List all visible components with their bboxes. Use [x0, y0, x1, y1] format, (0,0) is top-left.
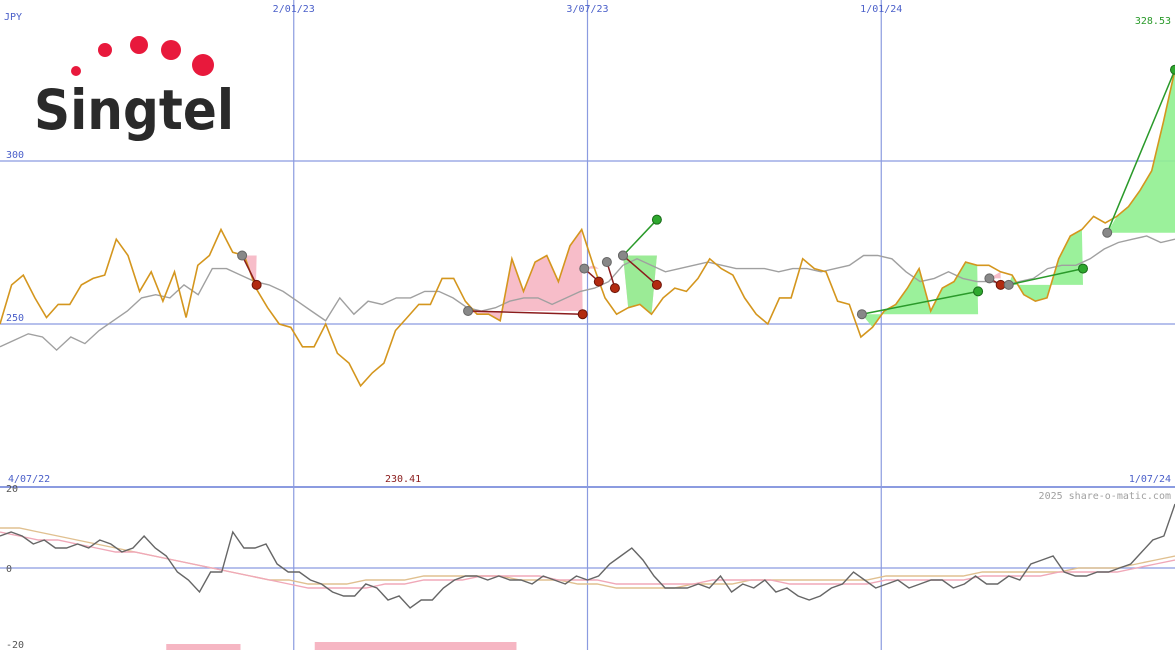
- osc-osc-line: [0, 503, 1175, 609]
- loss-trade-line: [468, 310, 583, 315]
- entry-marker: [601, 257, 612, 268]
- x-tick-label: 2/01/23: [273, 4, 315, 15]
- start-date-label: 4/07/22: [8, 474, 50, 485]
- singtel-logo: Singtel: [34, 36, 234, 142]
- min-price-label: 230.41: [385, 474, 421, 485]
- logo-wordmark: Singtel: [34, 78, 234, 142]
- entry-marker: [1102, 227, 1113, 238]
- logo-dot-4: [161, 40, 181, 60]
- gain-area: [1107, 69, 1175, 233]
- price-line: [0, 69, 1175, 388]
- oscillator-panel: [0, 503, 1175, 650]
- logo-dot-5: [192, 54, 214, 76]
- osc-bar: [166, 644, 241, 650]
- currency-label: JPY: [4, 12, 22, 23]
- logo-dot-2: [98, 43, 112, 57]
- loss-area: [242, 255, 257, 289]
- trade-markers: [237, 64, 1175, 320]
- gain-exit-marker: [1078, 263, 1089, 274]
- gain-area: [1008, 229, 1084, 302]
- entry-marker: [1003, 279, 1014, 290]
- entry-marker: [618, 250, 629, 261]
- osc-tick-label: 0: [6, 564, 12, 575]
- logo-dot-3: [130, 36, 148, 54]
- gain-trade-line: [1106, 69, 1175, 234]
- loss-trade-line: [622, 254, 658, 286]
- marker-fills: [242, 69, 1175, 328]
- logo-dot-1: [71, 66, 81, 76]
- ma-line: [0, 235, 1175, 352]
- gain-trade-line: [861, 290, 979, 315]
- loss-exit-marker: [593, 276, 604, 287]
- entry-marker: [579, 263, 590, 274]
- y-tick-label: 300: [6, 150, 24, 161]
- gain-exit-marker: [1170, 64, 1175, 75]
- osc-tick-label: 20: [6, 484, 18, 495]
- gain-exit-marker: [973, 286, 984, 297]
- x-tick-label: 3/07/23: [566, 4, 608, 15]
- max-price-label: 328.53: [1135, 16, 1171, 27]
- osc-tick-label: -20: [6, 640, 24, 650]
- entry-marker: [984, 273, 995, 284]
- gain-area: [623, 255, 657, 315]
- loss-trade-line: [241, 255, 258, 286]
- loss-area: [468, 229, 583, 321]
- series-lines: [0, 69, 1175, 388]
- loss-exit-marker: [577, 309, 588, 320]
- gain-area: [861, 262, 979, 328]
- gain-trade-line: [1008, 267, 1084, 286]
- loss-exit-marker: [609, 283, 620, 294]
- loss-exit-marker: [651, 279, 662, 290]
- entry-marker: [856, 309, 867, 320]
- gain-trade-line: [622, 219, 658, 257]
- osc-bar: [314, 642, 517, 650]
- entry-marker: [237, 250, 248, 261]
- watermark: 2025 share-o-matic.com: [1039, 491, 1171, 502]
- x-tick-label: 1/01/24: [860, 4, 902, 15]
- gain-exit-marker: [651, 214, 662, 225]
- y-tick-label: 250: [6, 313, 24, 324]
- entry-marker: [463, 305, 474, 316]
- loss-exit-marker: [251, 279, 262, 290]
- end-date-label: 1/07/24: [1129, 474, 1171, 485]
